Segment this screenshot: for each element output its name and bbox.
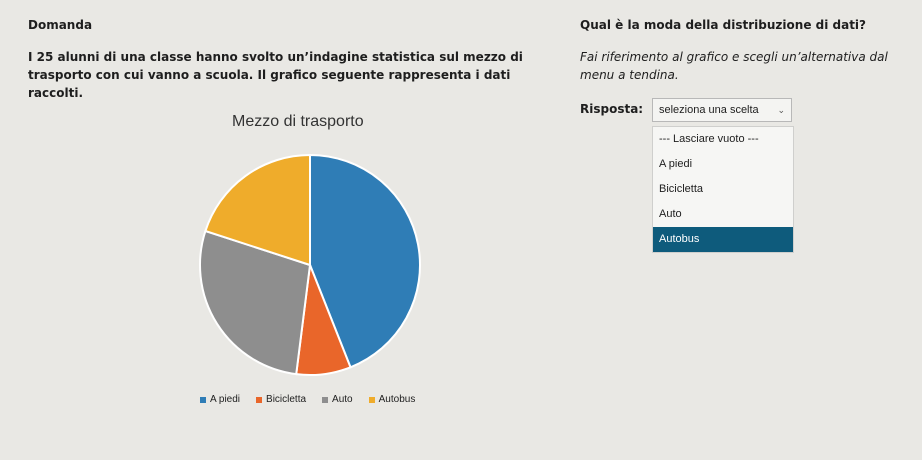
dropdown-option-bicicletta[interactable]: Bicicletta xyxy=(659,183,704,195)
answer-dropdown[interactable]: seleziona una scelta ⌄ --- Lasciare vuot… xyxy=(652,98,794,253)
legend-swatch xyxy=(256,396,263,403)
legend-swatch xyxy=(322,396,329,403)
question-text: I 25 alunni di una classe hanno svolto u… xyxy=(28,50,523,100)
chart-title: Mezzo di trasporto xyxy=(232,113,364,130)
answer-panel: Qual è la moda della distribuzione di da… xyxy=(580,18,910,253)
legend-label: Autobus xyxy=(378,394,416,405)
chevron-down-icon: ⌄ xyxy=(777,104,785,115)
legend-label: Auto xyxy=(332,394,353,405)
dropdown-placeholder: seleziona una scelta xyxy=(659,104,759,116)
legend-swatch xyxy=(200,396,206,403)
pie-slice-auto xyxy=(199,229,312,376)
answer-row: Risposta: seleziona una scelta ⌄ --- Las… xyxy=(580,98,910,253)
question-panel: Domanda I 25 alunni di una classe hanno … xyxy=(28,18,568,102)
question-title: Qual è la moda della distribuzione di da… xyxy=(580,18,867,32)
answer-label: Risposta: xyxy=(580,102,644,116)
legend-label: A piedi xyxy=(210,394,241,405)
instructions-text: Fai riferimento al grafico e scegli un’a… xyxy=(580,50,888,82)
dropdown-option-autobus[interactable]: Autobus xyxy=(653,227,793,252)
chart-legend: A piedi Bicicletta Auto Autobus xyxy=(200,394,415,405)
section-title: Domanda xyxy=(28,18,93,32)
pie-chart xyxy=(199,153,421,376)
legend-item-a-piedi: A piedi xyxy=(200,394,240,405)
dropdown-option-leave-empty[interactable]: --- Lasciare vuoto --- xyxy=(659,133,759,145)
dropdown-options-list: --- Lasciare vuoto --- A piedi Biciclett… xyxy=(652,126,794,253)
dropdown-option-auto[interactable]: Auto xyxy=(659,208,682,220)
legend-label: Bicicletta xyxy=(266,394,307,405)
legend-swatch xyxy=(368,396,375,403)
pie-slice-autobus xyxy=(204,153,311,267)
legend-item-auto: Auto xyxy=(322,394,353,405)
pie-slice-a-piedi xyxy=(309,153,421,369)
legend-item-bicicletta: Bicicletta xyxy=(256,394,306,405)
legend-item-autobus: Autobus xyxy=(368,394,416,405)
dropdown-option-a-piedi[interactable]: A piedi xyxy=(659,158,693,170)
dropdown-select[interactable]: seleziona una scelta ⌄ xyxy=(652,98,792,122)
